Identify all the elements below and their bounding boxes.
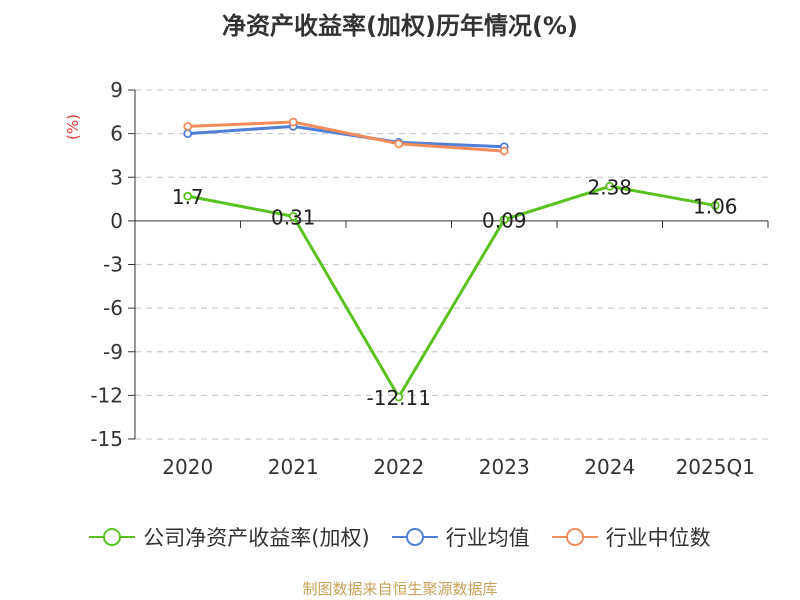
legend-marker-icon (551, 527, 598, 547)
data-point (288, 211, 298, 221)
x-tick-label: 2020 (162, 455, 213, 479)
data-label: 0.31 (271, 205, 316, 229)
x-tick-label: 2021 (268, 455, 319, 479)
x-tick-label: 2023 (479, 455, 530, 479)
source-note: 制图数据来自恒生聚源数据库 (302, 580, 498, 598)
data-point (499, 215, 509, 224)
data-label: 1.06 (693, 194, 738, 218)
y-tick-label: -6 (103, 296, 123, 320)
grid-lines (135, 89, 768, 440)
data-point (605, 181, 615, 191)
data-label: -12.11 (367, 386, 431, 410)
y-tick-label: -3 (103, 253, 123, 277)
legend-label: 公司净资产收益率(加权) (143, 526, 370, 550)
data-labels: 1.7 0.31 -12.11 0.09 2.38 1.06 (172, 175, 738, 410)
y-tick-label: -15 (90, 427, 123, 451)
data-label: 1.7 (172, 185, 204, 209)
series-line (187, 184, 716, 399)
x-tick-label: 2024 (584, 455, 635, 479)
series-line (187, 120, 505, 153)
data-point (183, 129, 193, 139)
legend-item[interactable]: 行业中位数 (551, 522, 711, 552)
legend-marker-icon (391, 527, 438, 547)
data-point (183, 121, 193, 131)
series-line (187, 124, 505, 149)
legend-item[interactable]: 行业均值 (391, 522, 530, 552)
y-tick-label: -12 (90, 383, 123, 407)
x-tick-label: 2025Q1 (676, 455, 755, 479)
x-tick-label: 2022 (373, 455, 424, 479)
data-point (394, 139, 404, 149)
legend-item[interactable]: 公司净资产收益率(加权) (89, 522, 370, 552)
chart-title: 净资产收益率(加权)历年情况(%) (222, 12, 578, 40)
data-label: 0.09 (482, 209, 527, 233)
y-tick-label: -9 (103, 340, 123, 364)
legend: 公司净资产收益率(加权) 行业均值 行业中位数 (0, 520, 800, 554)
data-label: 2.38 (587, 175, 632, 199)
y-tick-label: 6 (110, 122, 123, 146)
legend-marker-icon (89, 527, 136, 547)
axes: 9 6 3 0 -3 -6 -9 -12 -15 2020 2021 2022 2023 2024 2025… (90, 78, 769, 479)
y-axis-label: (%) (64, 114, 82, 140)
y-tick-label: 3 (110, 165, 123, 189)
data-point (394, 392, 404, 402)
legend-label: 行业均值 (445, 526, 530, 550)
data-point (183, 191, 193, 201)
data-point (288, 117, 298, 127)
y-tick-label: 0 (110, 209, 123, 233)
y-tick-label: 9 (110, 78, 123, 102)
data-point (710, 201, 720, 210)
legend-label: 行业中位数 (605, 526, 711, 550)
data-point (499, 146, 509, 156)
series-lines (183, 117, 720, 402)
